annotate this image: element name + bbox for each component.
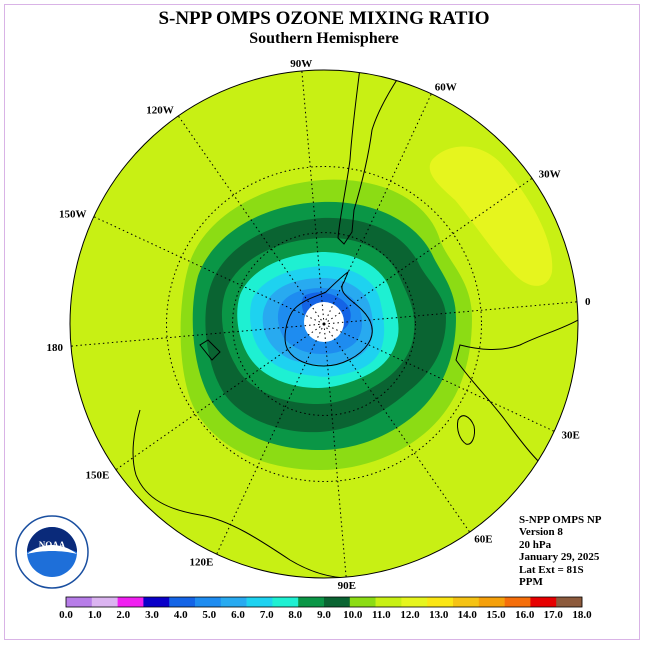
meridian-label: 90W [290, 58, 312, 70]
info-instrument: S-NPP OMPS NP [519, 514, 602, 526]
colorbar-swatch [169, 597, 196, 607]
colorbar-swatch [478, 597, 505, 607]
colorbar-tick-label: 1.0 [88, 609, 102, 621]
meridian-line [177, 115, 325, 325]
colorbar-swatch [324, 597, 351, 607]
meridian-labels: 90W 60W 30W 0 30E 60E 90E 120E 150E 180 150W 120W [47, 58, 592, 592]
colorbar [65, 596, 583, 608]
info-level: 20 hPa [519, 538, 552, 551]
colorbar-tick-label: 17.0 [544, 609, 564, 621]
colorbar-swatch [195, 597, 222, 607]
meridian-label: 0 [585, 296, 591, 308]
colorbar-swatch [453, 597, 480, 607]
meridian-line [301, 70, 325, 325]
logo-text: NOAA [39, 540, 66, 550]
colorbar-swatch [530, 597, 557, 607]
meridian-line [70, 323, 325, 347]
ozone-band-12-13 [429, 146, 553, 286]
meridian-line [216, 323, 325, 555]
new-zealand-coast [199, 339, 221, 361]
logo-gull [27, 545, 77, 554]
colorbar-tick-label: 12.0 [400, 609, 420, 621]
colorbar-swatch [272, 597, 299, 607]
map-boundary [69, 69, 579, 579]
meridian-label: 60E [474, 534, 492, 546]
map-title: S-NPP OMPS OZONE MIXING RATIO [158, 8, 490, 29]
graticule [70, 70, 578, 578]
colorbar-tick-label: 14.0 [458, 609, 478, 621]
info-version: Version 8 [519, 526, 563, 539]
colorbar-tick-label: 0.0 [59, 609, 73, 621]
colorbar-tick-label: 6.0 [231, 609, 245, 621]
colorbar-swatch [401, 597, 428, 607]
antarctica-coast [284, 270, 373, 367]
meridian-line [323, 323, 347, 578]
polar-data-gap [304, 302, 344, 342]
meridian-label: 90E [338, 580, 356, 592]
meridian-label: 150E [86, 469, 110, 481]
colorbar-tick-label: 15.0 [486, 609, 506, 621]
info-date: January 29, 2025 [519, 551, 600, 564]
meridian-label: 30E [562, 430, 580, 442]
meridian-line [115, 323, 325, 471]
meridian-line [323, 301, 578, 325]
colorbar-swatch [349, 597, 376, 607]
australia-coast [132, 409, 351, 578]
meridian-label: 60W [435, 82, 457, 94]
madagascar-coast [457, 415, 475, 445]
colorbar-swatch [375, 597, 402, 607]
south-america-coast [337, 70, 403, 245]
colorbar-tick-label: 5.0 [202, 609, 216, 621]
meridian-line [323, 177, 533, 325]
colorbar-swatch [246, 597, 273, 607]
colorbar-swatch [117, 597, 144, 607]
meridian-label: 120W [146, 104, 174, 116]
colorbar-tick-label: 7.0 [260, 609, 274, 621]
info-units: PPM [519, 576, 543, 589]
meridian-line [323, 93, 432, 325]
colorbar-tick-label: 8.0 [288, 609, 302, 621]
colorbar-swatch [91, 597, 118, 607]
meridian-label: 150W [59, 208, 87, 220]
map-subtitle: Southern Hemisphere [249, 30, 399, 47]
colorbar-tick-label: 4.0 [174, 609, 188, 621]
colorbar-swatch [427, 597, 454, 607]
meridian-line [323, 323, 555, 432]
colorbar-swatch [220, 597, 247, 607]
colorbar-outline [65, 596, 583, 608]
latitude-circle [166, 166, 482, 482]
colorbar-tick-label: 2.0 [116, 609, 130, 621]
colorbar-tick-label: 3.0 [145, 609, 159, 621]
colorbar-swatch [143, 597, 170, 607]
meridian-label: 30W [539, 169, 561, 181]
meridian-line [93, 216, 325, 325]
colorbar-labels: 0.0 1.0 2.0 3.0 4.0 5.0 6.0 7.0 8.0 9.0 10.0 11.0 12… [59, 609, 592, 621]
colorbar-swatch [556, 597, 583, 607]
colorbar-swatch [66, 597, 93, 607]
logo-upper [27, 527, 77, 552]
latitude-circle [232, 232, 416, 416]
africa-coast [455, 319, 578, 471]
info-block: S-NPP OMPS NP Version 8 20 hPa January 2… [519, 514, 602, 588]
colorbar-tick-label: 16.0 [515, 609, 535, 621]
colorbar-tick-label: 18.0 [572, 609, 592, 621]
noaa-logo: NOAA [15, 515, 89, 589]
figure-frame [4, 4, 640, 640]
meridian-label: 120E [189, 557, 213, 569]
colorbar-tick-label: 9.0 [317, 609, 331, 621]
colorbar-tick-label: 13.0 [429, 609, 449, 621]
colorbar-tick-label: 11.0 [372, 609, 391, 621]
colorbar-swatch [298, 597, 325, 607]
colorbar-swatch [504, 597, 531, 607]
info-lat-ext: Lat Ext = 81S [519, 563, 584, 576]
coastlines [132, 70, 578, 578]
meridian-label: 180 [47, 342, 64, 354]
colorbar-tick-label: 10.0 [343, 609, 363, 621]
meridian-line [323, 323, 471, 533]
